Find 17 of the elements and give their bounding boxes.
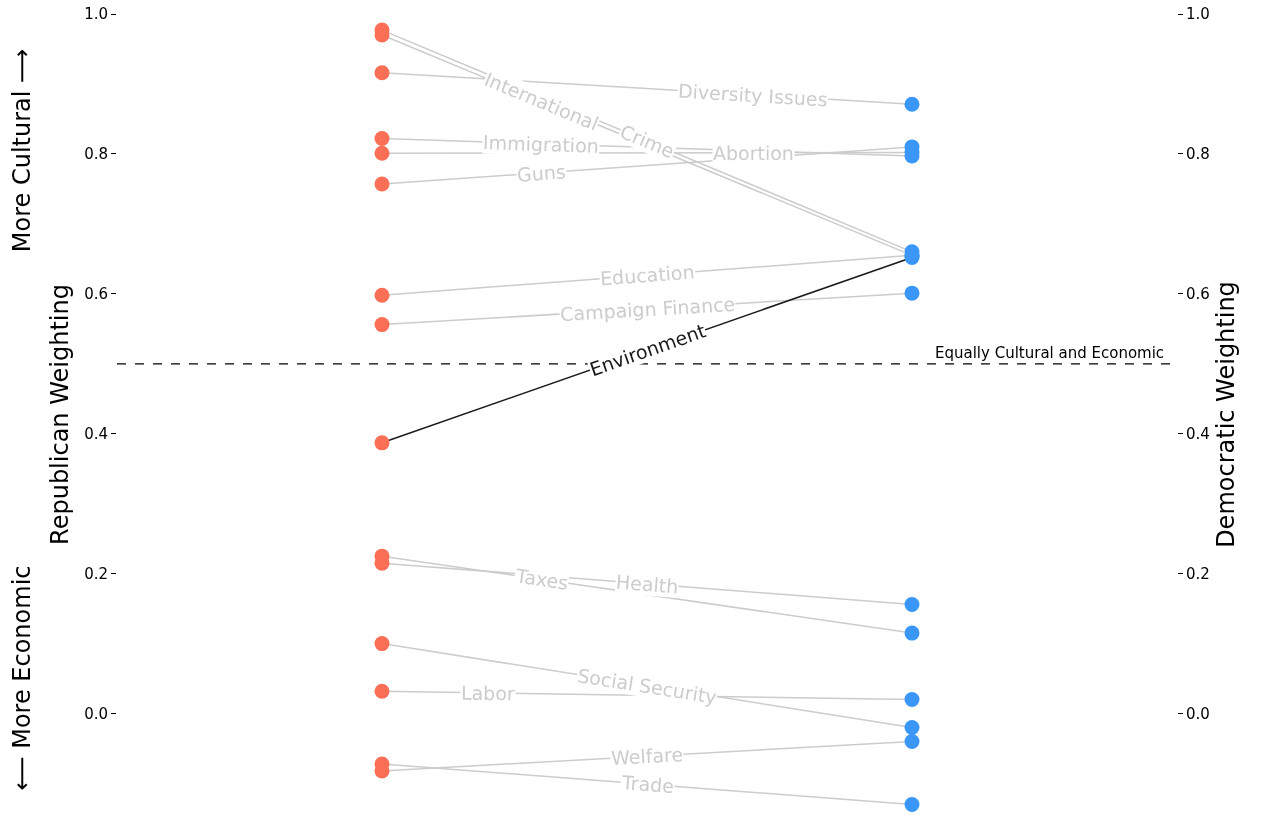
text: ⟵ More Economic — [8, 565, 37, 791]
y-tick-label: 0.4 — [84, 424, 108, 443]
y-tick-label: 0.0 — [84, 704, 108, 723]
y2-axis-title: Democratic Weighting — [1212, 281, 1241, 548]
y-tick-label: 0.8 — [84, 145, 108, 164]
y2-tick-label: 1.0 — [1186, 5, 1210, 24]
y-tick-label: 1.0 — [84, 5, 108, 24]
y-tick-label: 0.6 — [84, 285, 108, 304]
y-tick-label: 0.2 — [84, 564, 108, 583]
y2-tick-label: 0.2 — [1186, 564, 1210, 583]
y2-tick-label: 0.0 — [1186, 704, 1210, 723]
y2-tick-label: 0.8 — [1186, 145, 1210, 164]
y2-tick-label: 0.4 — [1186, 424, 1210, 443]
y2-tick-label: 0.6 — [1186, 285, 1210, 304]
ref-line-label: Equally Cultural and Economic — [935, 344, 1165, 362]
y-axis-title: Republican Weighting — [46, 284, 75, 545]
text: More Cultural ⟶ — [7, 48, 36, 253]
